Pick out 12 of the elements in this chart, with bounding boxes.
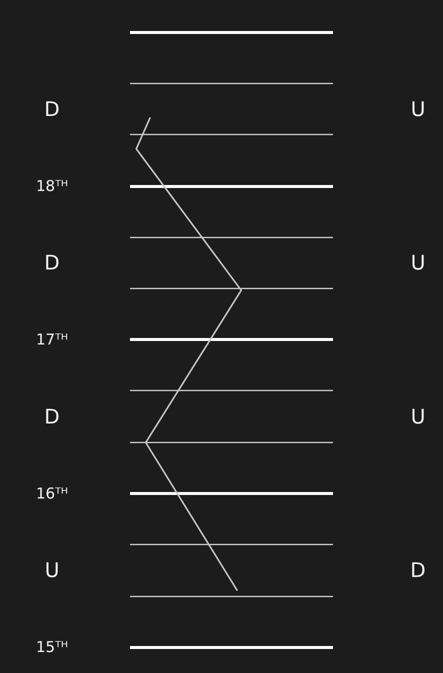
text: U	[410, 404, 426, 428]
text: U	[410, 96, 426, 121]
text: D	[410, 558, 426, 582]
text: U	[44, 558, 60, 582]
y-tick-label: 17ᵀᴴ	[36, 330, 68, 348]
text: U	[410, 250, 426, 275]
text: D	[44, 96, 60, 121]
y-tick-label: 18ᵀᴴ	[36, 176, 68, 195]
text: D	[44, 404, 60, 428]
y-tick-label: 15ᵀᴴ	[36, 638, 68, 656]
y-tick-label: 16ᵀᴴ	[36, 484, 68, 502]
text: D	[44, 250, 60, 275]
